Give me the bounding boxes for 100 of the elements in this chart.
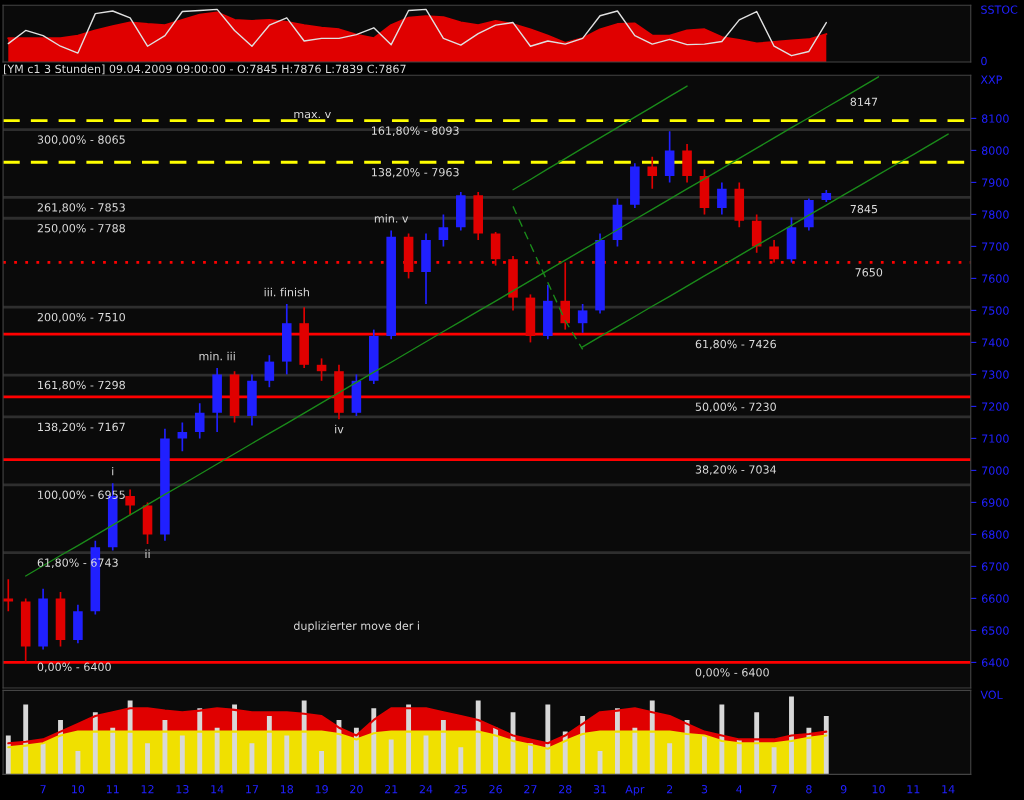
bar	[319, 751, 325, 775]
x-tick-label: 12	[141, 785, 154, 794]
y-tick-label: 6900	[981, 498, 1009, 507]
bar	[823, 716, 829, 775]
x-tick-label: 31	[593, 785, 607, 794]
bar	[232, 704, 237, 775]
bar	[440, 719, 446, 775]
y-axis-title: SSTOC	[981, 5, 1018, 14]
x-tick-label: 24	[419, 785, 433, 794]
x-tick-label: 14	[942, 785, 955, 794]
y-tick-label: 6500	[981, 626, 1009, 635]
bar	[23, 704, 29, 775]
y-tick-label: 7900	[982, 178, 1009, 187]
x-tick-label: 7	[771, 785, 777, 794]
y-tick-label: 7700	[982, 242, 1009, 251]
x-tick-label: 17	[246, 785, 259, 794]
annotation: iii. finish	[264, 287, 309, 297]
candlestick	[438, 213, 449, 248]
candlestick	[769, 239, 779, 264]
bar	[284, 735, 290, 775]
x-tick-label: 27	[524, 785, 537, 794]
bar	[92, 712, 98, 775]
bar	[388, 739, 394, 775]
y-tick-label: 7600	[982, 274, 1009, 283]
candlestick	[647, 155, 658, 190]
annotation: 0,00% - 6400	[695, 668, 769, 678]
x-tick-label: 8	[806, 785, 812, 794]
x-tick-label: 21	[384, 785, 398, 794]
x-tick-label: 7	[40, 785, 46, 794]
bar	[545, 704, 551, 775]
bar	[75, 751, 81, 775]
x-tick-label: 20	[350, 785, 363, 794]
bar	[719, 704, 725, 775]
y-axis-title: XXP	[980, 75, 1002, 84]
y-tick-label: 7300	[982, 370, 1009, 379]
x-tick-label: 2	[666, 785, 673, 794]
annotation: 8147	[850, 97, 878, 106]
ref-line-label: 7650	[855, 268, 883, 277]
y-tick-label: 7100	[982, 434, 1009, 443]
y-tick-label: 8100	[981, 114, 1009, 123]
bar	[162, 719, 168, 775]
annotation: i	[112, 466, 114, 476]
annotation: min. v	[374, 214, 409, 223]
bar	[40, 743, 46, 775]
x-tick-label: 4	[736, 785, 743, 794]
bar	[5, 735, 11, 775]
y-tick-label: 7800	[982, 210, 1009, 219]
bar	[458, 747, 464, 775]
annotation: 7845	[850, 204, 878, 214]
bar	[475, 700, 481, 775]
annotation: max. v	[294, 111, 331, 119]
annotation: 161,80% - 7298	[38, 380, 125, 391]
bar	[649, 700, 655, 775]
y-tick-label: 6400	[981, 658, 1009, 667]
x-tick-label: 11	[907, 785, 920, 794]
x-tick-label: 11	[106, 785, 119, 794]
y-tick-label: 7400	[982, 338, 1009, 347]
x-tick-label: 10	[72, 785, 85, 794]
annotation: ii	[145, 549, 150, 558]
y-tick-label: 7500	[982, 306, 1009, 315]
candlestick	[560, 261, 571, 331]
bar	[580, 716, 586, 775]
bar	[771, 747, 777, 775]
bar	[127, 700, 133, 775]
x-tick-label: 14	[211, 785, 224, 794]
bar	[406, 704, 412, 775]
annotation: 200,00% - 7510	[37, 312, 125, 323]
bar	[493, 727, 499, 775]
bar	[806, 727, 812, 775]
y-tick-label: 6800	[981, 530, 1009, 539]
candlestick	[264, 354, 275, 389]
bar	[266, 716, 272, 775]
annotation: 300,00% - 8065	[37, 135, 125, 145]
candlestick	[717, 181, 727, 216]
bar	[179, 735, 185, 775]
bar	[301, 700, 307, 775]
bar	[632, 727, 638, 775]
annotation: 61,80% - 7426	[695, 339, 776, 350]
candlestick	[3, 578, 14, 613]
x-tick-label: 13	[176, 785, 189, 794]
annotation: 138,20% - 7963	[372, 167, 459, 178]
annotation: iv	[335, 424, 344, 434]
bar	[214, 727, 220, 775]
x-tick-label: 26	[489, 785, 502, 794]
x-tick-label: 9	[840, 785, 847, 794]
bar	[110, 727, 116, 775]
bar	[736, 739, 742, 775]
annotation: 250,00% - 7788	[37, 223, 125, 234]
bar	[754, 712, 760, 775]
y-tick-label: 7000	[982, 466, 1009, 475]
annotation: 50,00% - 7230	[695, 402, 776, 413]
annotation: 161,80% - 8093	[372, 126, 459, 136]
bar	[702, 735, 707, 775]
bar	[527, 743, 533, 775]
y-tick-label: 8000	[981, 146, 1009, 155]
annotation: 38,20% - 7034	[695, 465, 777, 475]
x-tick-label: Apr	[625, 785, 645, 796]
bar	[667, 743, 673, 775]
y-axis-title: VOL	[980, 690, 1003, 699]
annotation: duplizierter move der i	[293, 621, 419, 633]
